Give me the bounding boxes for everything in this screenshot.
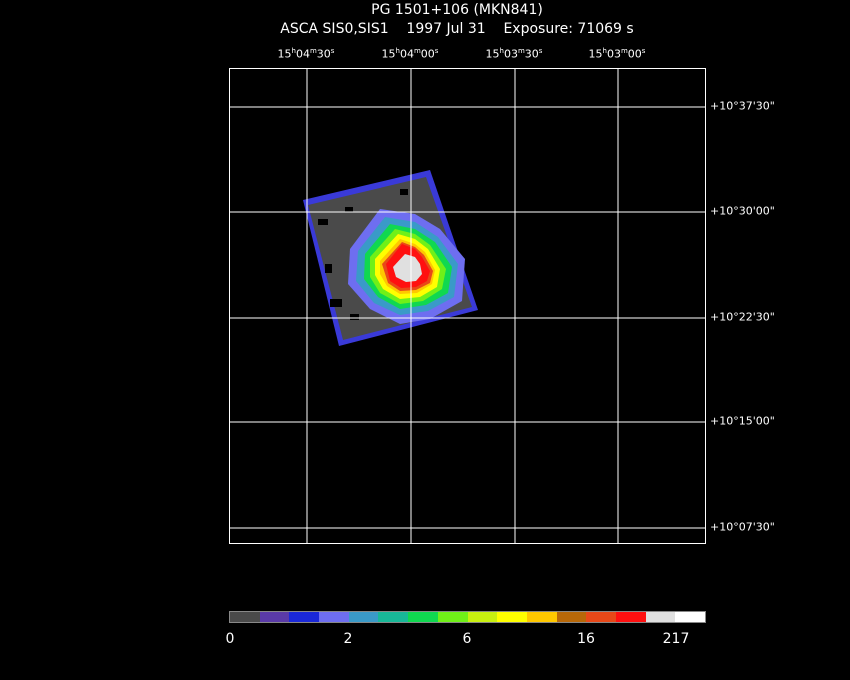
colorbar-segment — [675, 612, 705, 622]
colorbar-label: 0 — [225, 631, 235, 647]
ra-tick-label: 15h03m00s — [588, 47, 646, 61]
ra-tick-label: 15h03m30s — [485, 47, 543, 61]
dec-tick-label: +10°37'30" — [710, 99, 775, 113]
colorbar-segment — [467, 612, 498, 622]
colorbar-segment — [230, 612, 260, 622]
colorbar-segment — [437, 612, 468, 622]
ra-tick-label: 15h04m30s — [277, 47, 335, 61]
colorbar-segment — [556, 612, 587, 622]
colorbar — [229, 611, 706, 623]
noise-patch — [345, 207, 353, 212]
dec-tick-label: +10°22'30" — [710, 310, 775, 324]
coordinate-grid — [230, 69, 705, 543]
observation-info: ASCA SIS0,SIS1 1997 Jul 31 Exposure: 710… — [280, 21, 634, 37]
dec-tick-label: +10°30'00" — [710, 204, 775, 218]
colorbar-segment — [259, 612, 290, 622]
xray-image — [230, 69, 705, 543]
colorbar-segment — [526, 612, 557, 622]
noise-patch — [400, 189, 408, 195]
noise-patch — [325, 264, 332, 273]
noise-patch — [318, 219, 328, 225]
colorbar-segment — [645, 612, 676, 622]
ra-tick-label: 15h04m00s — [381, 47, 439, 61]
source-core — [393, 254, 422, 282]
noise-patch — [330, 299, 342, 307]
colorbar-segment — [319, 612, 349, 622]
colorbar-label: 217 — [662, 631, 690, 647]
image-title: PG 1501+106 (MKN841) — [371, 2, 543, 18]
dec-tick-label: +10°07'30" — [710, 520, 775, 534]
noise-patch — [350, 314, 359, 320]
colorbar-label: 16 — [577, 631, 595, 647]
colorbar-segment — [289, 612, 320, 622]
colorbar-label: 6 — [462, 631, 472, 647]
colorbar-label: 2 — [343, 631, 353, 647]
colorbar-segment — [497, 612, 527, 622]
colorbar-segment — [408, 612, 438, 622]
colorbar-segment — [615, 612, 646, 622]
dec-tick-label: +10°15'00" — [710, 414, 775, 428]
colorbar-segment — [586, 612, 616, 622]
colorbar-segment — [348, 612, 379, 622]
colorbar-segment — [378, 612, 409, 622]
xray-image-panel — [229, 68, 706, 544]
